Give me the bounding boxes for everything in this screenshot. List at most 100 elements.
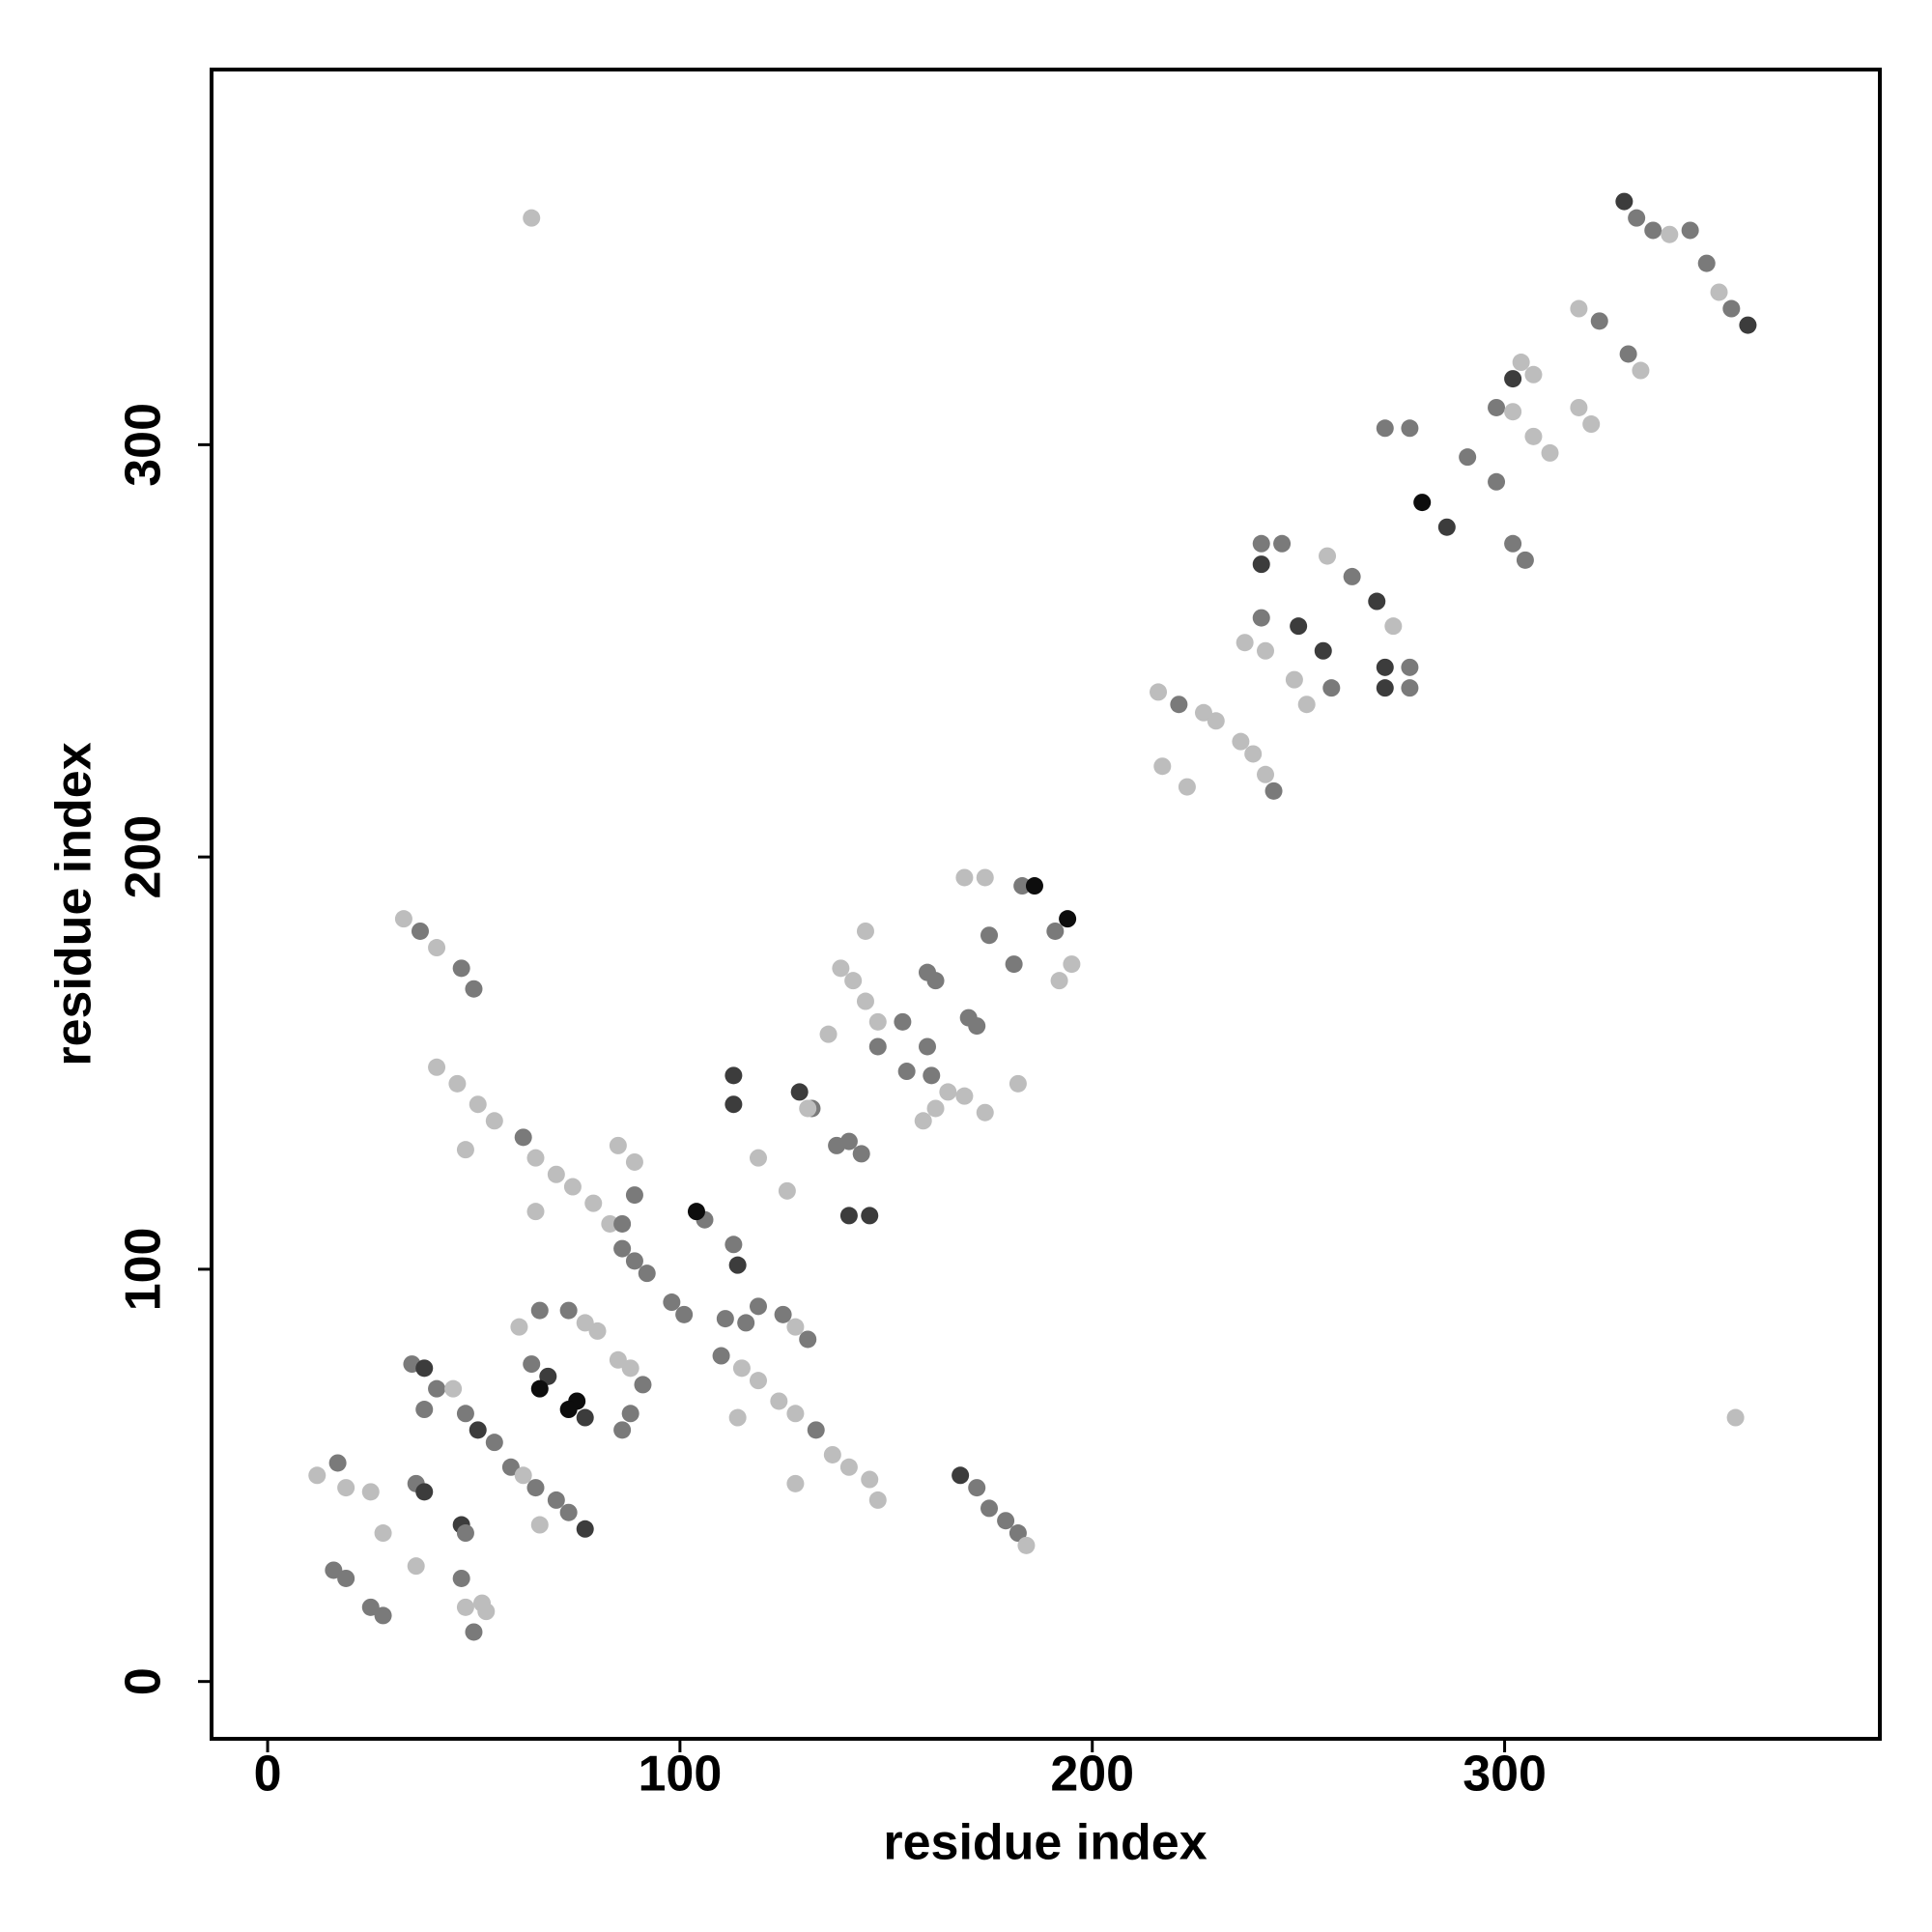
point — [1322, 679, 1341, 697]
point — [613, 1239, 632, 1258]
y-tick-label: 300 — [116, 403, 172, 487]
point — [374, 1606, 392, 1625]
point — [477, 1603, 496, 1621]
point — [501, 1458, 520, 1476]
point — [1178, 778, 1196, 796]
point — [526, 1149, 545, 1167]
point — [980, 1499, 999, 1518]
point — [526, 1203, 545, 1221]
point — [832, 959, 850, 978]
point — [448, 1074, 467, 1093]
point — [530, 1516, 549, 1534]
point — [1017, 1536, 1036, 1554]
point — [1376, 679, 1394, 697]
point — [1661, 225, 1679, 243]
point — [1384, 617, 1403, 636]
point — [1368, 592, 1386, 611]
point — [1046, 922, 1065, 940]
point — [1297, 696, 1316, 714]
point — [968, 1479, 986, 1497]
point — [394, 910, 412, 928]
point — [510, 1318, 528, 1336]
point — [1153, 757, 1172, 776]
point — [563, 1178, 582, 1196]
point — [728, 1408, 747, 1427]
point — [576, 1520, 594, 1538]
point — [621, 1359, 639, 1378]
point — [1257, 641, 1275, 660]
point — [415, 1359, 434, 1378]
point — [1459, 448, 1477, 467]
point — [1401, 419, 1419, 438]
point — [955, 868, 974, 887]
point — [559, 1401, 578, 1419]
point — [465, 1623, 483, 1641]
point — [1524, 427, 1543, 445]
point — [526, 1479, 545, 1497]
point — [997, 1512, 1015, 1530]
point — [1207, 712, 1225, 730]
point — [980, 926, 999, 945]
point — [1257, 765, 1275, 783]
point — [523, 209, 541, 227]
point — [530, 1379, 549, 1398]
point — [868, 1037, 887, 1056]
point — [638, 1264, 656, 1283]
point — [894, 1012, 912, 1031]
point — [1319, 547, 1337, 565]
point — [407, 1557, 425, 1576]
point — [1488, 472, 1506, 491]
point — [839, 1458, 858, 1476]
point — [856, 922, 874, 940]
point — [576, 1408, 594, 1427]
point — [1541, 443, 1559, 462]
point — [1009, 1074, 1027, 1093]
point — [621, 1405, 639, 1423]
y-axis-title: residue index — [46, 742, 102, 1065]
point — [1644, 221, 1662, 240]
point — [1628, 209, 1646, 227]
point — [732, 1359, 751, 1378]
point — [530, 1301, 549, 1320]
point — [1376, 419, 1394, 438]
y-tick-label: 200 — [116, 815, 172, 899]
point — [1697, 254, 1716, 272]
point — [469, 1421, 487, 1439]
point — [749, 1149, 767, 1167]
point — [976, 868, 994, 887]
point — [1194, 703, 1212, 722]
point — [1504, 534, 1522, 553]
point — [1314, 641, 1332, 660]
point — [1059, 910, 1077, 928]
point — [1615, 192, 1634, 211]
point — [976, 1103, 994, 1122]
point — [728, 1256, 747, 1274]
point — [844, 972, 863, 990]
point — [968, 1017, 986, 1036]
y-tick-label: 100 — [116, 1228, 172, 1312]
point — [955, 1087, 974, 1105]
point — [625, 1186, 643, 1205]
point — [337, 1479, 355, 1497]
point — [1504, 403, 1522, 421]
point — [868, 1012, 887, 1031]
point — [799, 1330, 817, 1349]
point — [559, 1301, 578, 1320]
point — [923, 1066, 941, 1085]
point — [1252, 609, 1270, 627]
point — [856, 992, 874, 1010]
point — [786, 1474, 805, 1492]
point — [609, 1136, 627, 1154]
point — [1619, 345, 1637, 363]
point — [456, 1524, 474, 1543]
point — [1570, 398, 1588, 416]
point — [724, 1095, 743, 1114]
point — [444, 1379, 463, 1398]
point — [1050, 972, 1068, 990]
point — [456, 1598, 474, 1616]
point — [1512, 354, 1530, 372]
point — [1285, 670, 1303, 689]
point — [1401, 658, 1419, 676]
point — [663, 1293, 681, 1312]
point — [1343, 567, 1361, 585]
